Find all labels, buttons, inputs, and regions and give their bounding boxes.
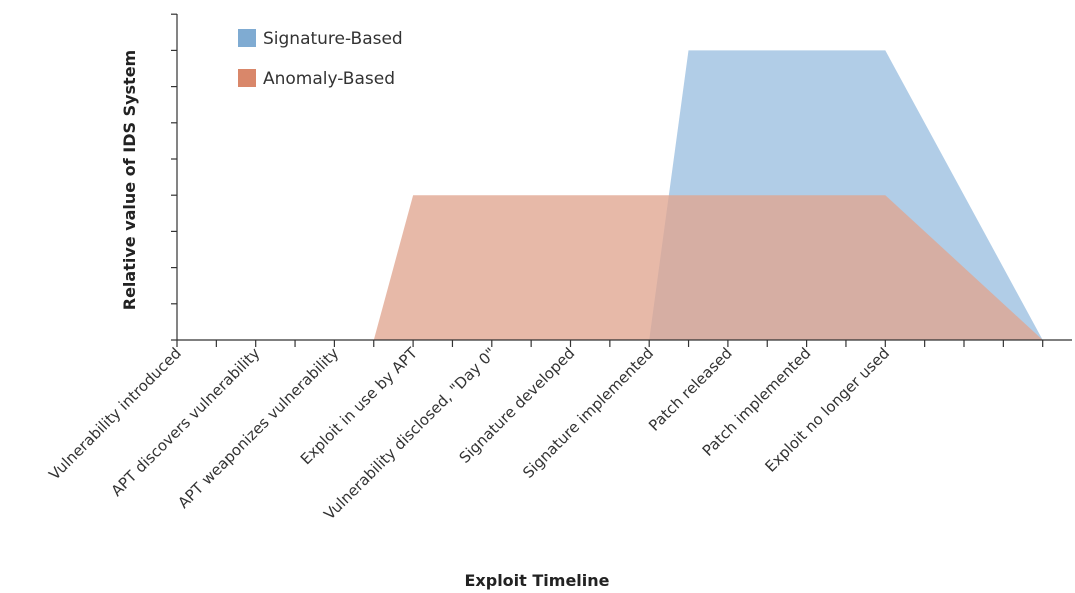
chart-axes [176,14,1072,341]
legend-swatch [238,29,256,47]
x-tick-label: Signature implemented [519,344,657,482]
area-anomaly-based [373,195,1043,340]
x-ticks [176,340,1044,347]
legend: Signature-Based Anomaly-Based [238,29,403,89]
y-axis-title: Relative value of IDS System [120,50,139,310]
y-ticks [171,13,177,341]
x-axis-title: Exploit Timeline [464,571,609,590]
chart-areas [373,50,1043,341]
x-tick-label: APT weaponizes vulnerability [174,344,342,512]
legend-swatch [238,69,256,87]
legend-label: Anomaly-Based [263,69,395,89]
x-tick-label: Patch released [645,344,736,435]
legend-label: Signature-Based [263,29,403,49]
x-tick-label: Vulnerability disclosed, "Day 0" [320,344,499,523]
x-tick-label: APT discovers vulnerability [108,344,264,500]
x-tick-label: Vulnerability introduced [45,344,184,483]
